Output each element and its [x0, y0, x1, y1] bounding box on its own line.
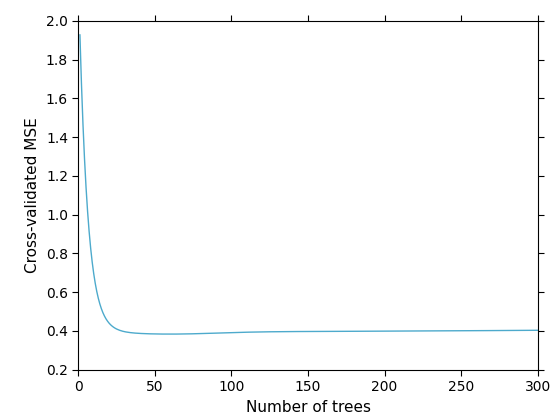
- X-axis label: Number of trees: Number of trees: [245, 399, 371, 415]
- Y-axis label: Cross-validated MSE: Cross-validated MSE: [25, 118, 40, 273]
